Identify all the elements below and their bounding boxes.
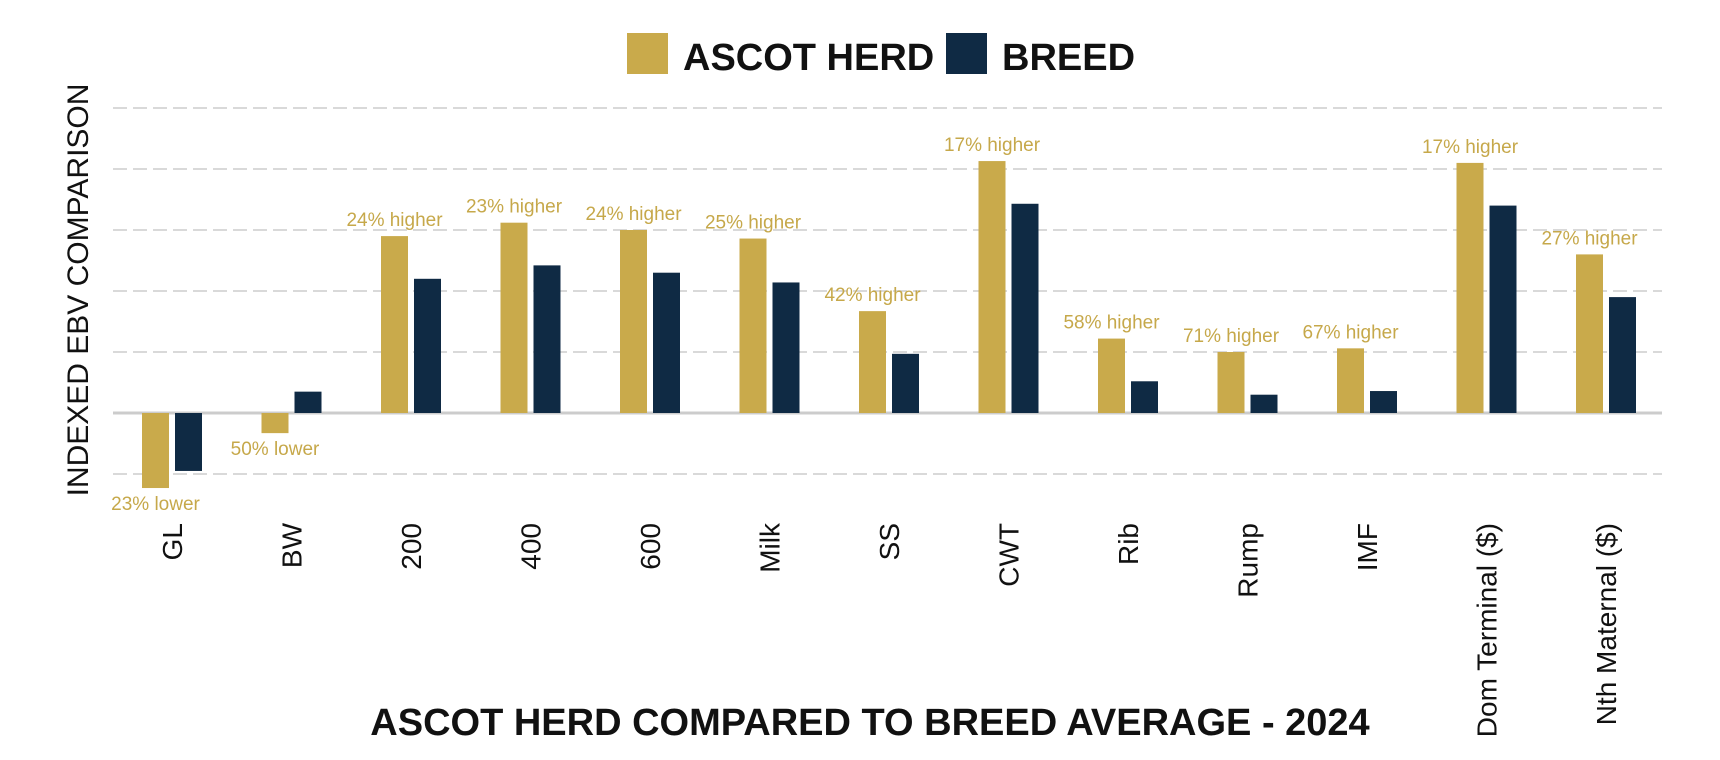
bar-ascot-herd-400	[500, 222, 528, 413]
bar-breed-rump	[1250, 394, 1278, 413]
bar-ascot-herd-bw	[261, 413, 289, 434]
legend: ASCOT HERD BREED	[627, 33, 1135, 79]
x-tick-label: IMF	[1352, 523, 1383, 571]
data-label: 23% lower	[111, 494, 200, 515]
data-labels: 23% lower 50% lower 24% higher 23% higher 24…	[111, 135, 1638, 515]
data-label: 42% higher	[824, 285, 921, 306]
x-tick-label: SS	[874, 523, 905, 560]
bar-breed-imf	[1370, 391, 1397, 413]
bar-breed-ss	[892, 353, 919, 413]
bar-ascot-herd-nth-maternal-	[1576, 254, 1603, 413]
x-tick-label: Rump	[1233, 523, 1264, 598]
data-label: 27% higher	[1541, 228, 1638, 249]
bar-ascot-herd-600	[620, 230, 647, 413]
bars	[142, 161, 1636, 489]
data-label: 24% higher	[585, 204, 682, 225]
data-label: 67% higher	[1302, 322, 1399, 343]
data-label: 23% higher	[466, 197, 563, 218]
x-tick-label: CWT	[994, 523, 1025, 587]
x-tick-label: GL	[157, 523, 188, 560]
bar-ascot-herd-gl	[142, 413, 169, 489]
bar-breed-400	[533, 265, 561, 413]
bar-breed-gl	[175, 413, 202, 471]
bar-breed-nth-maternal-	[1609, 297, 1636, 413]
bar-ascot-herd-rump	[1217, 352, 1245, 413]
legend-swatch-ascot-herd	[627, 33, 668, 74]
legend-label-ascot-herd: ASCOT HERD	[683, 37, 934, 79]
legend-swatch-breed	[946, 33, 987, 74]
x-tick-label: Rib	[1113, 523, 1144, 565]
bar-breed-rib	[1131, 381, 1158, 413]
bar-ascot-herd-milk	[739, 238, 767, 413]
bar-ascot-herd-rib	[1098, 338, 1125, 413]
bar-breed-200	[414, 278, 441, 413]
bar-ascot-herd-cwt	[978, 161, 1006, 413]
bar-ascot-herd-imf	[1337, 348, 1364, 413]
legend-label-breed: BREED	[1002, 37, 1135, 79]
bar-breed-cwt	[1011, 203, 1039, 413]
chart-title: ASCOT HERD COMPARED TO BREED AVERAGE - 2…	[370, 702, 1369, 744]
data-label: 24% higher	[346, 210, 443, 231]
bar-breed-600	[653, 272, 680, 413]
bar-ascot-herd-ss	[859, 311, 886, 413]
data-label: 58% higher	[1063, 313, 1160, 334]
x-tick-labels: GL BW 200 400 600 Milk SS CWT Rib Rump IMF Dom Term…	[157, 522, 1622, 737]
y-axis-label: INDEXED EBV COMPARISON	[62, 84, 95, 497]
data-label: 50% lower	[231, 439, 320, 460]
data-label: 17% higher	[944, 135, 1041, 156]
bar-ascot-herd-200	[381, 236, 408, 413]
bar-ascot-herd-dom-terminal-	[1456, 162, 1484, 413]
x-tick-label: BW	[277, 522, 308, 568]
data-label: 17% higher	[1422, 137, 1519, 158]
x-tick-label: Milk	[755, 522, 786, 573]
bar-breed-bw	[294, 391, 322, 413]
data-label: 71% higher	[1183, 326, 1280, 347]
data-label: 25% higher	[705, 213, 802, 234]
x-tick-label: 600	[635, 523, 666, 570]
x-tick-label: 400	[516, 523, 547, 570]
x-tick-label: 200	[396, 523, 427, 570]
x-tick-label: Nth Maternal ($)	[1591, 523, 1622, 725]
bar-breed-milk	[772, 282, 800, 413]
bar-breed-dom-terminal-	[1489, 205, 1517, 413]
x-tick-label: Dom Terminal ($)	[1472, 523, 1503, 737]
gridlines	[113, 107, 1662, 475]
